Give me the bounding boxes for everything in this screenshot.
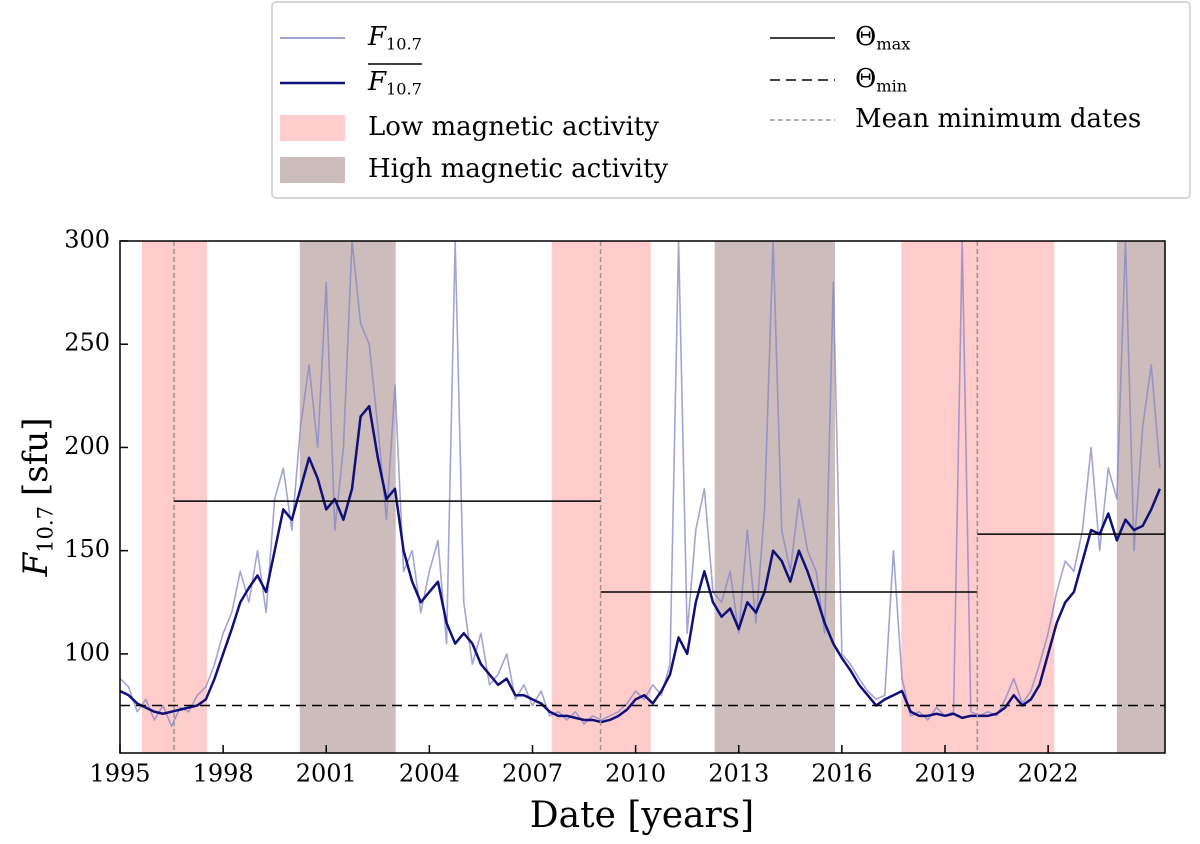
high-activity-span: [714, 241, 835, 753]
high-activity-span: [299, 241, 396, 753]
legend-label: F10.7: [367, 22, 422, 53]
plot-area: [120, 241, 1165, 753]
x-tick-label: 2007: [502, 760, 563, 788]
legend-swatch: [280, 115, 345, 141]
high-activity-span: [1116, 241, 1165, 753]
x-tick-label: 2019: [914, 760, 975, 788]
label-main: F: [16, 552, 56, 578]
y-tick-label: 300: [64, 226, 110, 254]
x-tick-label: 2022: [1018, 760, 1079, 788]
label-unit: [sfu]: [16, 418, 56, 496]
y-tick-label: 100: [64, 638, 110, 666]
legend-label: Θmin: [855, 64, 907, 95]
legend-swatch: [280, 157, 345, 183]
series-line: [120, 404, 1161, 724]
y-tick-label: 250: [64, 329, 110, 357]
legend-label: High magnetic activity: [368, 154, 668, 184]
label-sub: 10.7: [386, 79, 422, 98]
label-main: F: [367, 67, 387, 97]
x-tick-label: 2016: [811, 760, 872, 788]
x-axis-label: Date [years]: [530, 795, 754, 836]
label-main: Θ: [855, 64, 876, 94]
label: F10.7 [sfu]: [16, 418, 57, 578]
x-tick-label: 1995: [89, 760, 150, 788]
legend-label: Mean minimum dates: [855, 104, 1141, 134]
x-tick-label: 2013: [708, 760, 769, 788]
x-tick-label: 2010: [605, 760, 666, 788]
legend-label: F10.7: [367, 67, 422, 98]
axes-frame: [119, 240, 1166, 754]
label-sub: min: [876, 76, 907, 95]
y-tick-label: 150: [64, 535, 110, 563]
legend-label: Θmax: [855, 22, 910, 53]
label-sub: max: [876, 34, 910, 53]
x-tick-label: 1998: [193, 760, 254, 788]
legend-label: Low magnetic activity: [368, 112, 659, 142]
x-tick-label: 2004: [399, 760, 460, 788]
label-sub: 10.7: [386, 34, 422, 53]
legend-box: [271, 1, 1191, 199]
x-tick-label: 2001: [296, 760, 357, 788]
label-main: Θ: [855, 22, 876, 52]
label-main: F: [367, 22, 387, 52]
label-sub: 10.7: [32, 506, 57, 553]
y-tick-label: 200: [64, 432, 110, 460]
